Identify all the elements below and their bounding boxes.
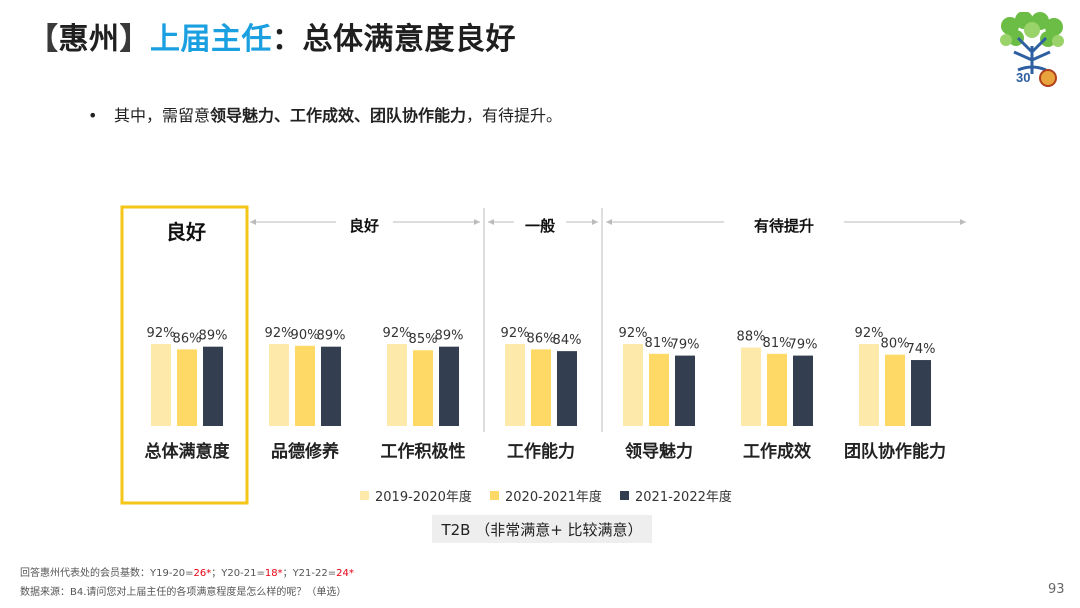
- tree-logo-icon: 30: [996, 11, 1068, 88]
- category-label-2: 工作积极性: [381, 441, 466, 462]
- bar-4-2: [675, 355, 695, 426]
- category-label-1: 品德修养: [271, 441, 340, 462]
- bar-0-1: [177, 349, 197, 426]
- bar-1-2: [321, 346, 341, 426]
- data-label-6-2: 74%: [907, 342, 936, 357]
- data-label-1-2: 89%: [317, 329, 346, 344]
- bar-3-1: [531, 349, 551, 426]
- group-label-highlight: 良好: [166, 220, 206, 244]
- data-label-1-0: 92%: [265, 326, 294, 341]
- footnote-y3-label: Y21-22=: [292, 568, 337, 579]
- bullet-bold: 领导魅力、工作成效、团队协作能力: [210, 106, 467, 125]
- data-label-4-0: 92%: [619, 326, 648, 341]
- legend-swatch-2021: [620, 491, 629, 500]
- bar-0-0: [151, 344, 171, 426]
- data-label-5-0: 88%: [737, 330, 766, 345]
- title-highlight: 上届主任: [150, 22, 272, 57]
- bar-2-2: [439, 346, 459, 426]
- footnote-sep1: ；: [211, 568, 222, 579]
- sample-base-footnote: 回答惠州代表处的会员基数：Y19-20=26*；Y20-21=18*；Y21-2…: [20, 564, 354, 579]
- title-region: 惠州: [58, 22, 120, 57]
- legend-label-2019: 2019-2020年度: [375, 490, 472, 505]
- data-label-4-2: 79%: [671, 338, 700, 353]
- bullet-prefix: 其中，需留意: [114, 106, 211, 125]
- group-arrowhead-left-2: [488, 219, 494, 225]
- category-label-6: 团队协作能力: [844, 441, 946, 462]
- bullet-suffix: ，有待提升。: [466, 106, 563, 125]
- data-label-2-0: 92%: [383, 326, 412, 341]
- data-label-6-1: 80%: [881, 337, 910, 352]
- data-label-2-1: 85%: [409, 332, 438, 347]
- title-bracket-close: 】: [119, 22, 150, 57]
- bar-2-0: [387, 344, 407, 426]
- legend-label-2020: 2020-2021年度: [505, 490, 602, 505]
- data-label-1-1: 90%: [291, 328, 320, 343]
- legend-swatch-2020: [490, 491, 499, 500]
- group-arrowhead-left-1: [250, 219, 256, 225]
- data-label-3-0: 92%: [501, 326, 530, 341]
- group-arrowhead-right-1: [474, 219, 480, 225]
- group-label-good: 良好: [349, 217, 379, 235]
- legend-label-2021: 2021-2022年度: [635, 490, 732, 505]
- legend-item: 2019-2020年度: [360, 486, 472, 505]
- t2b-caption: T2B （非常满意+ 比较满意）: [432, 515, 652, 543]
- page-number: 93: [1048, 582, 1065, 597]
- bar-6-2: [911, 360, 931, 426]
- bar-3-2: [557, 351, 577, 426]
- group-label-improve: 有待提升: [754, 217, 814, 235]
- bar-4-1: [649, 353, 669, 426]
- legend-item: 2020-2021年度: [490, 486, 602, 505]
- data-label-6-0: 92%: [855, 326, 884, 341]
- bar-4-0: [623, 344, 643, 426]
- footnote-y2-value: 18*: [264, 568, 283, 579]
- legend-item: 2021-2022年度: [620, 486, 732, 505]
- category-label-4: 领导魅力: [625, 441, 693, 462]
- bar-6-1: [885, 354, 905, 426]
- category-label-5: 工作成效: [743, 441, 811, 462]
- bar-3-0: [505, 344, 525, 426]
- data-label-0-2: 89%: [199, 329, 228, 344]
- data-label-0-1: 86%: [173, 331, 202, 346]
- footnote-sep2: ；: [282, 568, 293, 579]
- footnote-y1-value: 26*: [193, 568, 212, 579]
- highlight-box: [120, 205, 249, 505]
- footnote-y2-label: Y20-21=: [221, 568, 265, 579]
- key-insight-bullet: • 其中，需留意领导魅力、工作成效、团队协作能力，有待提升。: [88, 102, 562, 126]
- data-label-5-1: 81%: [763, 336, 792, 351]
- group-arrowhead-right-3: [960, 219, 966, 225]
- chart-legend: 2019-2020年度 2020-2021年度 2021-2022年度: [360, 486, 746, 505]
- data-label-4-1: 81%: [645, 336, 674, 351]
- category-label-0: 总体满意度: [145, 441, 231, 462]
- legend-swatch-2019: [360, 491, 369, 500]
- data-label-3-2: 84%: [553, 333, 582, 348]
- bar-1-0: [269, 344, 289, 426]
- title-rest: ：总体满意度良好: [272, 22, 516, 57]
- footnote-y1-label: Y19-20=: [150, 568, 194, 579]
- bar-5-1: [767, 353, 787, 426]
- bullet-marker: •: [88, 106, 98, 125]
- data-source-footnote: 数据来源：B4.请问您对上届主任的各项满意程度是怎么样的呢？（单选）: [20, 587, 347, 598]
- footnote-y3-value: 24*: [336, 568, 354, 579]
- group-arrowhead-left-3: [606, 219, 612, 225]
- bar-2-1: [413, 350, 433, 426]
- bar-5-0: [741, 347, 761, 426]
- bar-5-2: [793, 355, 813, 426]
- footnote-base-prefix: 回答惠州代表处的会员基数：: [20, 568, 150, 579]
- bar-1-1: [295, 345, 315, 426]
- page-title: 【惠州】上届主任：总体满意度良好: [28, 14, 516, 58]
- group-arrowhead-right-2: [592, 219, 598, 225]
- title-bracket-open: 【: [28, 22, 59, 57]
- bar-marks: 92%86%89%总体满意度92%90%89%品德修养92%85%89%工作积极…: [145, 326, 947, 462]
- group-label-average: 一般: [525, 217, 555, 235]
- bar-6-0: [859, 344, 879, 426]
- category-label-3: 工作能力: [507, 441, 575, 462]
- data-label-3-1: 86%: [527, 331, 556, 346]
- data-label-0-0: 92%: [147, 326, 176, 341]
- bar-0-2: [203, 346, 223, 426]
- data-label-2-2: 89%: [435, 329, 464, 344]
- data-label-5-2: 79%: [789, 338, 818, 353]
- svg-text:30: 30: [1016, 70, 1030, 85]
